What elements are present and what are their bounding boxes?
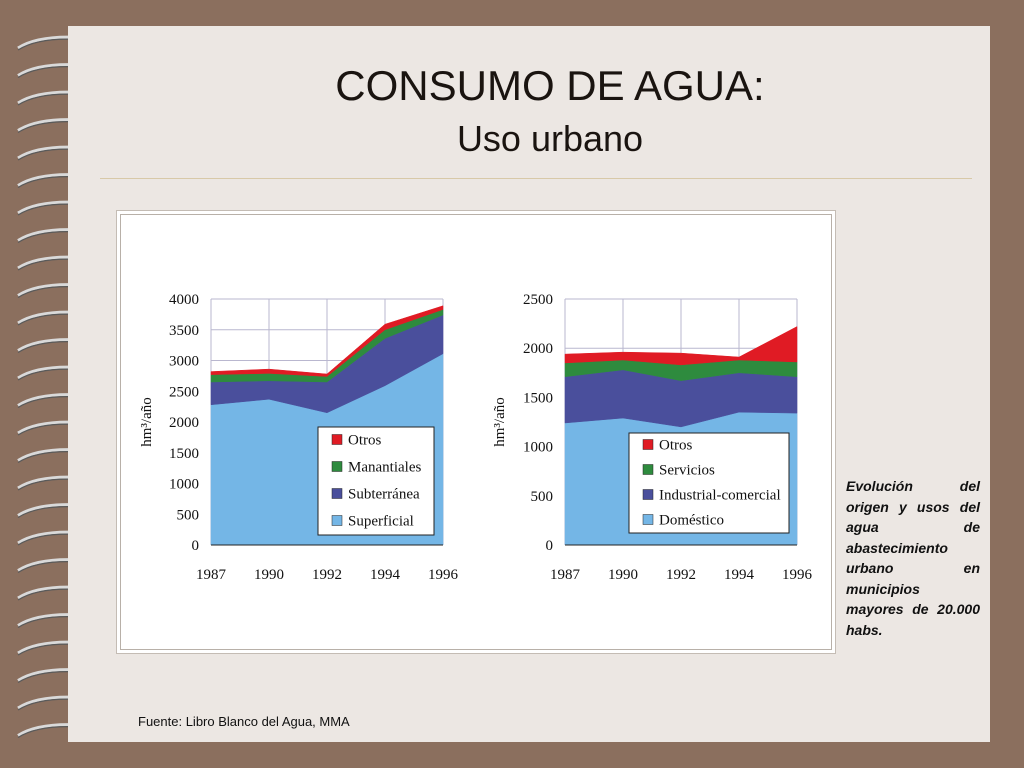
x-tick-label: 1992 [312,567,342,583]
y-tick-label: 1500 [523,390,553,406]
legend-label: Otros [659,438,692,454]
y-tick-label: 2000 [523,341,553,357]
legend-box [628,432,790,534]
y-axis-label: hm³/año [492,397,508,447]
legend-label: Manantiales [348,460,421,476]
area-otros [210,305,444,377]
legend-swatch [642,514,654,525]
y-tick-label: 1000 [169,477,199,493]
x-tick-label: 1994 [724,567,755,583]
chart-frame: 0 500 1000 1500 2000 2500 3000 3500 4000 1987 1990… [120,214,832,650]
y-tick-label: 2500 [169,384,199,400]
legend-swatch [331,434,343,445]
x-tick-label: 1987 [196,567,227,583]
y-tick-label: 2500 [523,292,553,308]
legend-label: Subterránea [348,487,420,503]
y-tick-label: 0 [546,538,554,554]
legend-swatch [331,488,343,499]
x-tick-label: 1996 [782,567,813,583]
y-tick-label: 500 [531,489,554,505]
legend-swatch [642,439,654,450]
legend-label: Otros [348,433,381,449]
charts-figure: 0 500 1000 1500 2000 2500 3000 3500 4000 1987 1990… [139,292,813,583]
y-tick-label: 4000 [169,292,199,308]
legend-label: Industrial-comercial [659,488,781,504]
chart-caption: Evolución del origen y usos del agua de … [846,478,980,638]
x-tick-label: 1987 [550,567,581,583]
y-axis-label: hm³/año [139,397,155,447]
source-note: Fuente: Libro Blanco del Agua, MMA [138,714,350,729]
y-tick-label: 3000 [169,354,199,370]
chart-1: 0 500 1000 1500 2000 2500 3000 3500 4000 1987 1990… [139,292,459,583]
legend-swatch [331,515,343,526]
x-tick-label: 1990 [254,567,284,583]
binding-strip [0,0,68,768]
legend-swatch [331,461,343,472]
title-divider [100,178,972,179]
x-tick-label: 1992 [666,567,696,583]
y-tick-label: 3500 [169,323,199,339]
x-tick-label: 1994 [370,567,401,583]
legend-label: Servicios [659,463,715,479]
slide-subtitle: Uso urbano [456,118,644,159]
y-tick-label: 2000 [169,415,199,431]
legend-swatch [642,464,654,475]
chart-2: 0 500 1000 1500 2000 2500 1987 1990 1992 1994 1996… [492,292,813,583]
legend: Otros Manantiales Subterránea Superficial [317,426,435,536]
legend-label: Doméstico [659,513,724,529]
y-tick-label: 1500 [169,446,199,462]
legend-swatch [642,489,654,500]
y-tick-label: 0 [192,538,200,554]
area-otros [564,326,798,366]
legend-label: Superficial [348,514,414,530]
legend: Otros Servicios Industrial-comercial Domést… [628,432,790,534]
y-tick-label: 1000 [523,440,553,456]
y-tick-label: 500 [177,507,200,523]
slide-title: CONSUMO DE AGUA: [335,62,765,109]
x-tick-label: 1990 [608,567,638,583]
x-tick-label: 1996 [428,567,459,583]
